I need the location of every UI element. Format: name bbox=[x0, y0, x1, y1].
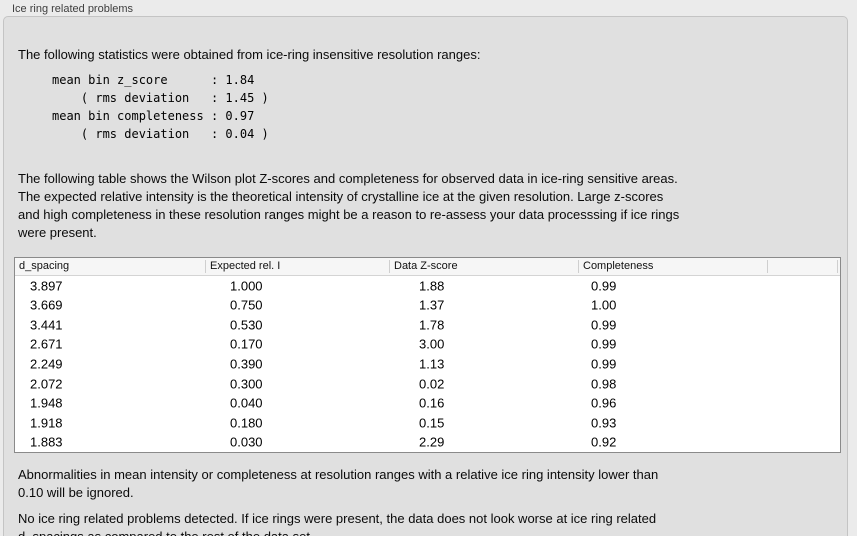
cell-d-spacing: 3.669 bbox=[30, 297, 63, 313]
cell-d-spacing: 2.249 bbox=[30, 356, 63, 372]
cell-d-spacing: 3.897 bbox=[30, 278, 63, 294]
cell-completeness: 0.92 bbox=[591, 434, 617, 450]
cell-d-spacing: 1.918 bbox=[30, 415, 63, 431]
cell-completeness: 0.99 bbox=[591, 336, 617, 352]
cell-d-spacing: 1.883 bbox=[30, 434, 63, 450]
cell-completeness: 0.93 bbox=[591, 415, 617, 431]
cell-d-spacing: 3.441 bbox=[30, 317, 63, 333]
cell-completeness: 0.96 bbox=[591, 395, 617, 411]
cell-expected-rel-i: 0.040 bbox=[230, 395, 263, 411]
cell-completeness: 1.00 bbox=[591, 297, 617, 313]
table-row[interactable]: 2.249 0.390 1.13 0.99 bbox=[15, 354, 840, 374]
column-header-data-z-score[interactable]: Data Z-score bbox=[394, 260, 458, 272]
cell-expected-rel-i: 0.030 bbox=[230, 434, 263, 450]
groupbox-frame: The following statistics were obtained f… bbox=[3, 16, 848, 536]
table-body: 3.897 1.000 1.88 0.99 3.669 0.750 1.37 1… bbox=[15, 276, 840, 452]
table-header: d_spacing Expected rel. I Data Z-score C… bbox=[15, 258, 840, 276]
cell-expected-rel-i: 0.170 bbox=[230, 336, 263, 352]
column-resize-handle[interactable] bbox=[837, 260, 838, 273]
column-resize-handle[interactable] bbox=[205, 260, 206, 273]
cell-expected-rel-i: 0.750 bbox=[230, 297, 263, 313]
conclusion-text: No ice ring related problems detected. I… bbox=[18, 511, 657, 536]
cell-data-z-score: 2.29 bbox=[419, 434, 445, 450]
cell-expected-rel-i: 0.180 bbox=[230, 415, 263, 431]
cell-data-z-score: 0.02 bbox=[419, 376, 445, 392]
ignore-note-text: Abnormalities in mean intensity or compl… bbox=[18, 467, 659, 500]
cell-expected-rel-i: 1.000 bbox=[230, 278, 263, 294]
cell-expected-rel-i: 0.530 bbox=[230, 317, 263, 333]
cell-completeness: 0.99 bbox=[591, 317, 617, 333]
cell-d-spacing: 2.072 bbox=[30, 376, 63, 392]
intro-text: The following statistics were obtained f… bbox=[18, 47, 481, 62]
cell-expected-rel-i: 0.390 bbox=[230, 356, 263, 372]
table-row[interactable]: 2.671 0.170 3.00 0.99 bbox=[15, 335, 840, 355]
cell-data-z-score: 1.37 bbox=[419, 297, 445, 313]
cell-completeness: 0.99 bbox=[591, 278, 617, 294]
column-header-completeness[interactable]: Completeness bbox=[583, 260, 654, 272]
cell-expected-rel-i: 0.300 bbox=[230, 376, 263, 392]
cell-completeness: 0.99 bbox=[591, 356, 617, 372]
cell-d-spacing: 2.671 bbox=[30, 336, 63, 352]
table-row[interactable]: 2.072 0.300 0.02 0.98 bbox=[15, 374, 840, 394]
cell-d-spacing: 1.948 bbox=[30, 395, 63, 411]
table-row[interactable]: 1.883 0.030 2.29 0.92 bbox=[15, 433, 840, 453]
table-description-text: The following table shows the Wilson plo… bbox=[18, 171, 680, 240]
cell-data-z-score: 1.88 bbox=[419, 278, 445, 294]
column-header-d-spacing[interactable]: d_spacing bbox=[19, 260, 70, 272]
column-resize-handle[interactable] bbox=[389, 260, 390, 273]
cell-data-z-score: 0.16 bbox=[419, 395, 445, 411]
ice-ring-table[interactable]: d_spacing Expected rel. I Data Z-score C… bbox=[14, 257, 841, 453]
column-resize-handle[interactable] bbox=[767, 260, 768, 273]
column-resize-handle[interactable] bbox=[578, 260, 579, 273]
column-header-expected-rel-i[interactable]: Expected rel. I bbox=[210, 260, 281, 272]
table-row[interactable]: 3.669 0.750 1.37 1.00 bbox=[15, 296, 840, 316]
groupbox-title: Ice ring related problems bbox=[12, 3, 134, 15]
table-row[interactable]: 3.441 0.530 1.78 0.99 bbox=[15, 315, 840, 335]
table-row[interactable]: 1.948 0.040 0.16 0.96 bbox=[15, 393, 840, 413]
cell-data-z-score: 1.13 bbox=[419, 356, 445, 372]
stats-block: mean bin z_score : 1.84 ( rms deviation … bbox=[52, 73, 269, 141]
cell-completeness: 0.98 bbox=[591, 376, 617, 392]
cell-data-z-score: 1.78 bbox=[419, 317, 445, 333]
cell-data-z-score: 3.00 bbox=[419, 336, 445, 352]
table-row[interactable]: 1.918 0.180 0.15 0.93 bbox=[15, 413, 840, 433]
cell-data-z-score: 0.15 bbox=[419, 415, 445, 431]
table-row[interactable]: 3.897 1.000 1.88 0.99 bbox=[15, 276, 840, 296]
